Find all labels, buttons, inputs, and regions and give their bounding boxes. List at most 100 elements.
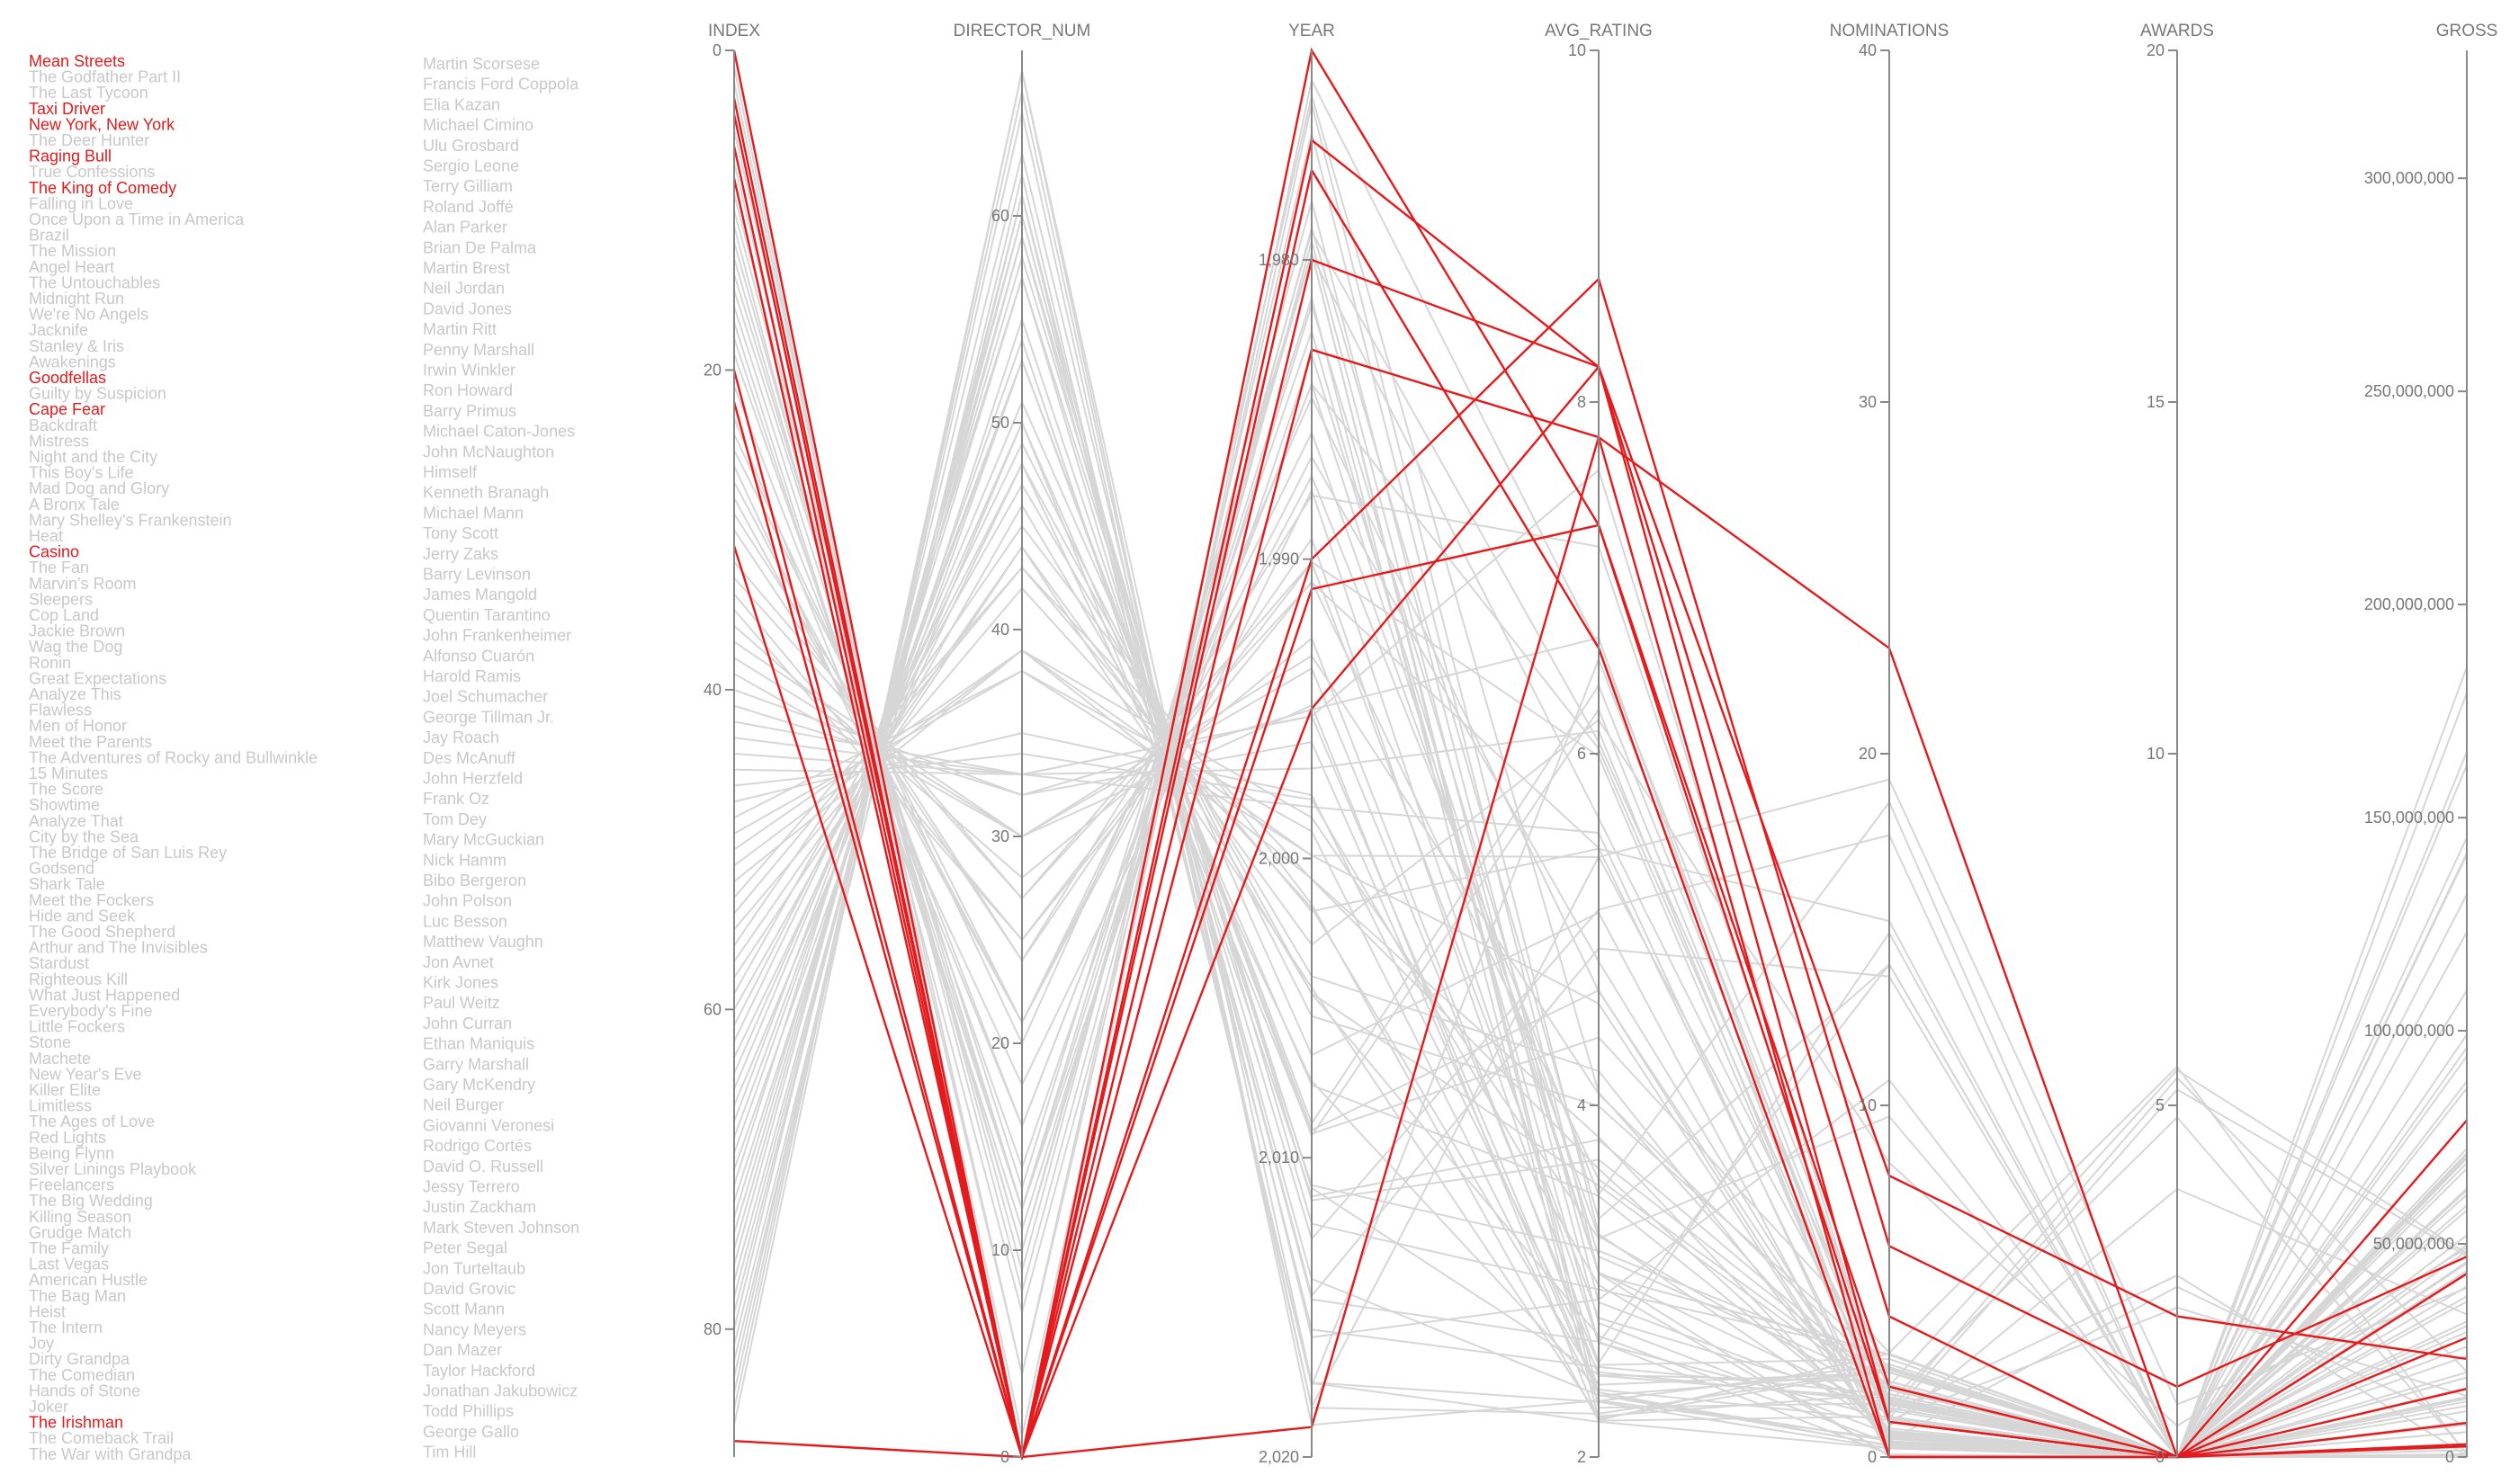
film-label-night-and-the-city[interactable]: Night and the City [29,448,157,466]
film-label-the-good-shepherd[interactable]: The Good Shepherd [29,923,175,941]
film-label-ronin[interactable]: Ronin [29,654,71,672]
film-label-the-mission[interactable]: The Mission [29,242,116,260]
film-label-shark-tale[interactable]: Shark Tale [29,875,105,893]
film-label-mary-shelley-s-frankenstein[interactable]: Mary Shelley's Frankenstein [29,511,232,529]
film-label-backdraft[interactable]: Backdraft [29,416,97,434]
film-label-godsend[interactable]: Godsend [29,860,94,878]
film-label-jackie-brown[interactable]: Jackie Brown [29,622,125,640]
film-label-casino[interactable]: Casino [29,543,79,561]
director-label-bibo-bergeron[interactable]: Bibo Bergeron [423,872,526,890]
director-label-john-mcnaughton[interactable]: John McNaughton [423,443,554,460]
film-label-awakenings[interactable]: Awakenings [29,353,116,371]
film-label-a-bronx-tale[interactable]: A Bronx Tale [29,496,120,514]
film-label-brazil[interactable]: Brazil [29,227,69,245]
director-label-martin-scorsese[interactable]: Martin Scorsese [423,55,540,73]
film-label-heat[interactable]: Heat [29,527,63,545]
film-label-what-just-happened[interactable]: What Just Happened [29,986,180,1004]
film-label-new-year-s-eve[interactable]: New Year's Eve [29,1065,142,1083]
director-label-frank-oz[interactable]: Frank Oz [423,790,489,808]
film-label-the-deer-hunter[interactable]: The Deer Hunter [29,131,149,149]
director-label-terry-gilliam[interactable]: Terry Gilliam [423,177,513,195]
director-label-jon-avnet[interactable]: Jon Avnet [423,953,494,971]
film-label-dirty-grandpa[interactable]: Dirty Grandpa [29,1350,130,1368]
film-label-midnight-run[interactable]: Midnight Run [29,290,124,308]
film-label-raging-bull[interactable]: Raging Bull [29,148,112,165]
film-label-the-fan[interactable]: The Fan [29,559,89,577]
director-label-james-mangold[interactable]: James Mangold [423,586,537,603]
film-label-righteous-kill[interactable]: Righteous Kill [29,970,128,988]
film-label-15-minutes[interactable]: 15 Minutes [29,764,108,782]
film-label-guilty-by-suspicion[interactable]: Guilty by Suspicion [29,385,166,403]
film-label-heist[interactable]: Heist [29,1302,66,1320]
director-label-brian-de-palma[interactable]: Brian De Palma [423,238,537,256]
director-label-ethan-maniquis[interactable]: Ethan Maniquis [423,1035,534,1053]
director-label-roland-joff[interactable]: Roland Joffé [423,198,514,216]
director-label-tim-hill[interactable]: Tim Hill [423,1444,476,1462]
film-label-great-expectations[interactable]: Great Expectations [29,669,166,687]
film-label-this-boy-s-life[interactable]: This Boy's Life [29,464,133,482]
film-label-the-ages-of-love[interactable]: The Ages of Love [29,1113,155,1131]
director-label-des-mcanuff[interactable]: Des McAnuff [423,749,516,767]
director-label-todd-phillips[interactable]: Todd Phillips [423,1402,514,1420]
director-label-michael-cimino[interactable]: Michael Cimino [423,116,533,134]
director-label-mark-steven-johnson[interactable]: Mark Steven Johnson [423,1219,579,1237]
director-label-harold-ramis[interactable]: Harold Ramis [423,667,521,685]
film-label-taxi-driver[interactable]: Taxi Driver [29,100,105,118]
film-label-killing-season[interactable]: Killing Season [29,1208,131,1226]
film-label-the-last-tycoon[interactable]: The Last Tycoon [29,84,148,102]
film-label-stardust[interactable]: Stardust [29,954,89,972]
film-label-joy[interactable]: Joy [29,1335,54,1353]
director-label-scott-mann[interactable]: Scott Mann [423,1301,505,1319]
film-label-american-hustle[interactable]: American Hustle [29,1271,148,1289]
film-label-showtime[interactable]: Showtime [29,796,100,814]
director-label-alfonso-cuar-n[interactable]: Alfonso Cuarón [423,647,534,665]
axis-title[interactable]: DIRECTOR_NUM [954,22,1091,40]
director-label-neil-burger[interactable]: Neil Burger [423,1096,504,1114]
director-label-nick-hamm[interactable]: Nick Hamm [423,851,506,869]
director-label-martin-ritt[interactable]: Martin Ritt [423,320,497,338]
film-label-flawless[interactable]: Flawless [29,702,92,720]
film-label-killer-elite[interactable]: Killer Elite [29,1081,101,1099]
film-label-city-by-the-sea[interactable]: City by the Sea [29,827,139,845]
film-label-meet-the-parents[interactable]: Meet the Parents [29,733,152,751]
film-label-mean-streets[interactable]: Mean Streets [29,52,125,70]
director-label-matthew-vaughn[interactable]: Matthew Vaughn [423,933,543,951]
film-label-falling-in-love[interactable]: Falling in Love [29,194,133,212]
axis-title[interactable]: NOMINATIONS [1830,22,1950,40]
film-label-the-adventures-of-rocky-and-bullwinkle[interactable]: The Adventures of Rocky and Bullwinkle [29,748,318,766]
axis-title[interactable]: INDEX [708,22,760,40]
director-label-john-frankenheimer[interactable]: John Frankenheimer [423,627,571,645]
film-label-angel-heart[interactable]: Angel Heart [29,258,114,276]
director-label-neil-jordan[interactable]: Neil Jordan [423,280,505,298]
film-label-analyze-this[interactable]: Analyze This [29,685,121,703]
director-label-kenneth-branagh[interactable]: Kenneth Branagh [423,484,549,502]
axis-title[interactable]: YEAR [1288,22,1335,40]
film-label-being-flynn[interactable]: Being Flynn [29,1144,114,1162]
film-label-the-comeback-trail[interactable]: The Comeback Trail [29,1429,174,1447]
director-label-francis-ford-coppola[interactable]: Francis Ford Coppola [423,76,579,94]
film-label-true-confessions[interactable]: True Confessions [29,163,155,181]
director-label-jon-turteltaub[interactable]: Jon Turteltaub [423,1259,525,1277]
director-label-sergio-leone[interactable]: Sergio Leone [423,157,519,175]
film-label-men-of-honor[interactable]: Men of Honor [29,717,127,735]
director-label-tom-dey[interactable]: Tom Dey [423,810,487,828]
film-label-once-upon-a-time-in-america[interactable]: Once Upon a Time in America [29,210,245,228]
film-label-arthur-and-the-invisibles[interactable]: Arthur and The Invisibles [29,939,208,957]
film-label-the-family[interactable]: The Family [29,1239,109,1257]
director-label-dan-mazer[interactable]: Dan Mazer [423,1341,502,1359]
film-label-the-big-wedding[interactable]: The Big Wedding [29,1192,153,1210]
director-label-jonathan-jakubowicz[interactable]: Jonathan Jakubowicz [423,1382,578,1400]
film-label-marvin-s-room[interactable]: Marvin's Room [29,575,136,593]
director-label-kirk-jones[interactable]: Kirk Jones [423,974,498,992]
film-label-freelancers[interactable]: Freelancers [29,1176,114,1194]
director-label-barry-levinson[interactable]: Barry Levinson [423,566,531,584]
director-label-tony-scott[interactable]: Tony Scott [423,524,498,542]
film-label-new-york-new-york[interactable]: New York, New York [29,115,175,133]
film-label-the-score[interactable]: The Score [29,781,103,799]
director-label-irwin-winkler[interactable]: Irwin Winkler [423,362,515,380]
director-label-david-grovic[interactable]: David Grovic [423,1280,515,1298]
director-label-jay-roach[interactable]: Jay Roach [423,729,499,746]
film-label-wag-the-dog[interactable]: Wag the Dog [29,638,122,656]
axis-title[interactable]: GROSS [2436,22,2498,40]
film-label-mad-dog-and-glory[interactable]: Mad Dog and Glory [29,479,169,497]
